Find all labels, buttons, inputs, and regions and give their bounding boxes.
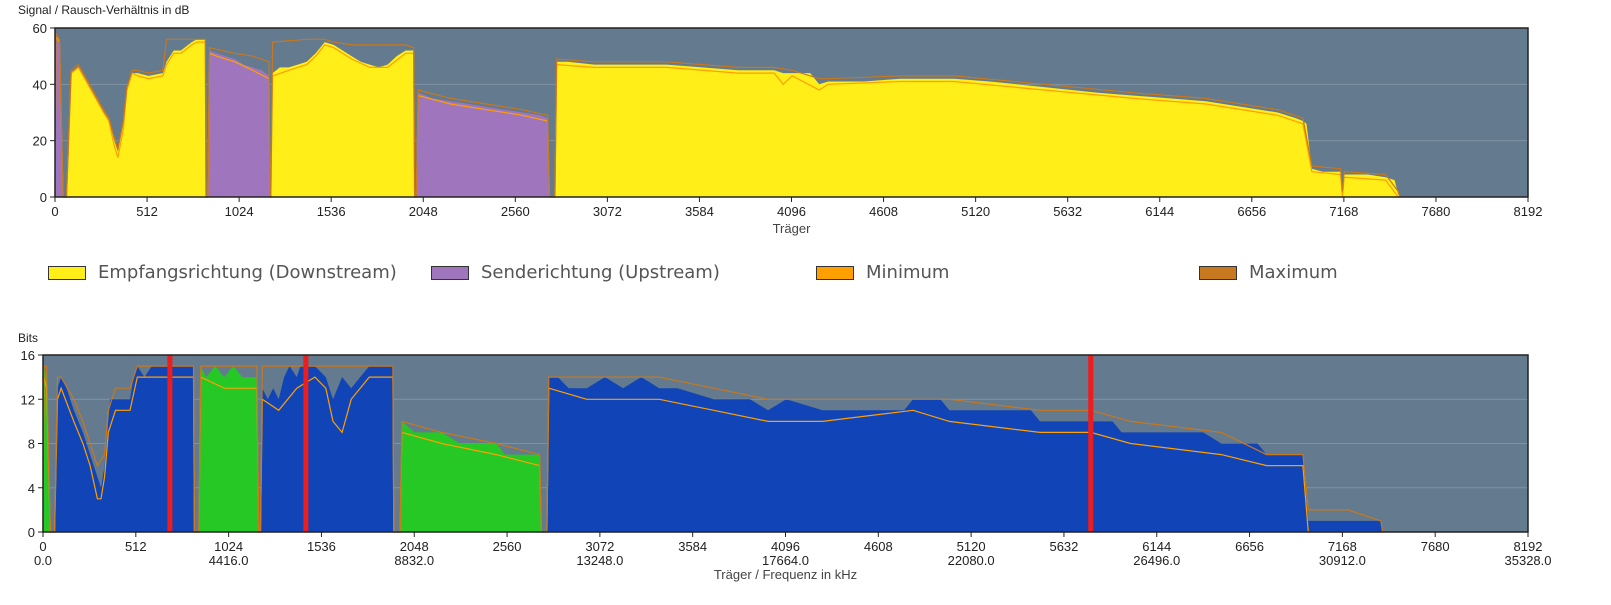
x-tick-label: 4608 <box>869 204 898 219</box>
legend-swatch-minimum <box>816 265 854 280</box>
x-axis-label: Träger <box>773 221 811 236</box>
y-tick-label: 60 <box>33 21 47 36</box>
x-tick-label: 3072 <box>593 204 622 219</box>
x-tick-label: 7168 <box>1328 539 1357 554</box>
area-empfangsrichtung <box>66 39 206 197</box>
x-tick-label: 7680 <box>1421 539 1450 554</box>
y-tick-label: 20 <box>33 134 47 149</box>
x-tick-label: 1024 <box>225 204 254 219</box>
x-tick-label: 8192 <box>1514 539 1543 554</box>
x-tick-label: 0 <box>39 539 46 554</box>
x-tick-label: 5632 <box>1049 539 1078 554</box>
area-empfangsrichtung <box>270 42 415 197</box>
area-upstream <box>198 366 259 532</box>
x-tick-label: 4096 <box>771 539 800 554</box>
legend-swatch-downstream <box>48 265 86 280</box>
bits-chart: 0 4 8 12 16 0 512 1024 1536 2048 2560 3072 3584 4096 4… <box>21 348 1552 582</box>
area-senderichtung <box>55 36 64 197</box>
snr-chart-title: Signal / Rausch-Verhältnis in dB <box>18 3 190 17</box>
x-tick-label: 7168 <box>1329 204 1358 219</box>
legend-item-maximum: Maximum <box>1199 262 1338 283</box>
x-axis-label: Träger / Frequenz in kHz <box>714 567 857 582</box>
area-downstream <box>546 377 1383 532</box>
x-tick-label: 1536 <box>307 539 336 554</box>
area-upstream <box>43 366 51 532</box>
y-tick-label: 16 <box>21 348 35 363</box>
legend-label-minimum: Minimum <box>866 262 950 283</box>
legend-swatch-maximum <box>1199 265 1237 280</box>
line-maximum <box>42 365 1384 533</box>
area-upstream <box>400 421 542 532</box>
y-tick-label: 12 <box>21 392 35 407</box>
x-tick-label: 3584 <box>678 539 707 554</box>
x-tick-label: 3584 <box>685 204 714 219</box>
x-tick-label: 5120 <box>961 204 990 219</box>
x-tick-label: 2048 <box>400 539 429 554</box>
x-tick-label: 1024 <box>214 539 243 554</box>
x-freq-label: 0.0 <box>34 553 52 568</box>
x-tick-label: 5120 <box>957 539 986 554</box>
x-tick-label: 6656 <box>1235 539 1264 554</box>
legend: Empfangsrichtung (Downstream) Sendericht… <box>0 262 1611 284</box>
legend-item-upstream: Senderichtung (Upstream) <box>431 262 720 283</box>
y-tick-label: 4 <box>28 481 35 496</box>
y-tick-label: 0 <box>40 190 47 205</box>
x-freq-label: 35328.0 <box>1505 553 1552 568</box>
x-tick-label: 7680 <box>1421 204 1450 219</box>
x-tick-label: 2048 <box>409 204 438 219</box>
x-freq-label: 30912.0 <box>1319 553 1366 568</box>
x-freq-label: 4416.0 <box>209 553 249 568</box>
x-tick-label: 2560 <box>493 539 522 554</box>
area-senderichtung <box>416 92 550 197</box>
legend-item-downstream: Empfangsrichtung (Downstream) <box>48 262 397 283</box>
area-empfangsrichtung <box>554 61 1400 197</box>
legend-swatch-upstream <box>431 265 469 280</box>
x-tick-label: 4096 <box>777 204 806 219</box>
y-tick-label: 8 <box>28 437 35 452</box>
legend-label-upstream: Senderichtung (Upstream) <box>481 262 720 283</box>
bits-chart-title: Bits <box>18 331 39 345</box>
area-senderichtung <box>207 50 270 197</box>
x-tick-label: 6656 <box>1237 204 1266 219</box>
x-tick-label: 512 <box>136 204 158 219</box>
x-tick-label: 0 <box>51 204 58 219</box>
x-freq-label: 26496.0 <box>1133 553 1180 568</box>
x-tick-label: 512 <box>125 539 147 554</box>
x-tick-label: 8192 <box>1514 204 1543 219</box>
x-freq-label: 8832.0 <box>394 553 434 568</box>
snr-chart: 0 20 40 60 0 512 1024 1536 2048 2560 3072 3584 4096 4… <box>33 21 1543 236</box>
y-tick-label: 0 <box>28 525 35 540</box>
line-maximum <box>54 31 1401 198</box>
legend-item-minimum: Minimum <box>816 262 949 283</box>
x-tick-label: 3072 <box>585 539 614 554</box>
x-tick-label: 4608 <box>864 539 893 554</box>
line-minimum <box>42 376 1383 533</box>
x-tick-label: 2560 <box>501 204 530 219</box>
legend-label-downstream: Empfangsrichtung (Downstream) <box>98 262 397 283</box>
area-downstream <box>54 366 195 532</box>
area-downstream <box>260 366 394 532</box>
x-tick-label: 1536 <box>317 204 346 219</box>
x-freq-label: 13248.0 <box>576 553 623 568</box>
y-tick-label: 40 <box>33 77 47 92</box>
x-tick-label: 6144 <box>1145 204 1174 219</box>
x-tick-label: 5632 <box>1053 204 1082 219</box>
legend-label-maximum: Maximum <box>1249 262 1338 283</box>
x-tick-label: 6144 <box>1142 539 1171 554</box>
x-freq-label: 17664.0 <box>762 553 809 568</box>
x-freq-label: 22080.0 <box>948 553 995 568</box>
